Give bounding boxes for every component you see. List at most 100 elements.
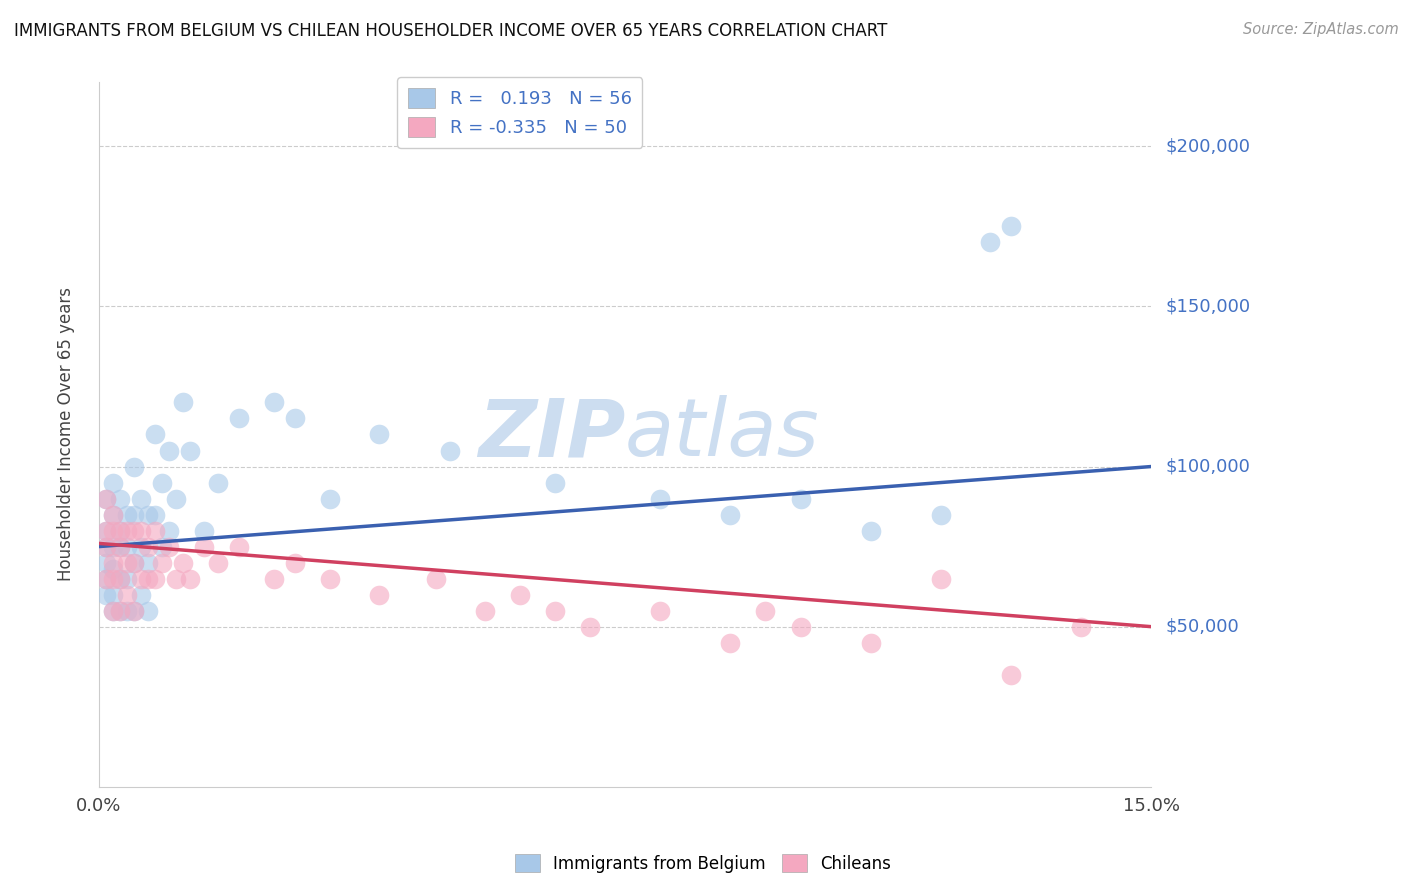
Point: [929, 508, 952, 522]
Point: [101, 604, 124, 618]
Point: [789, 491, 811, 506]
Text: atlas: atlas: [626, 395, 820, 474]
Point: [94, 540, 117, 554]
Legend: Immigrants from Belgium, Chileans: Immigrants from Belgium, Chileans: [508, 847, 898, 880]
Point: [108, 604, 131, 618]
Legend: R =   0.193   N = 56, R = -0.335   N = 50: R = 0.193 N = 56, R = -0.335 N = 50: [398, 77, 643, 147]
Point: [115, 572, 138, 586]
Point: [115, 604, 138, 618]
Point: [129, 572, 152, 586]
Point: [284, 411, 307, 425]
Point: [101, 508, 124, 522]
Point: [754, 604, 776, 618]
Point: [718, 636, 741, 650]
Point: [143, 572, 166, 586]
Point: [101, 604, 124, 618]
Point: [150, 540, 173, 554]
Point: [122, 556, 145, 570]
Point: [544, 604, 567, 618]
Point: [1000, 667, 1022, 681]
Point: [789, 620, 811, 634]
Point: [94, 491, 117, 506]
Point: [136, 508, 159, 522]
Text: $50,000: $50,000: [1166, 617, 1239, 636]
Point: [129, 588, 152, 602]
Point: [1000, 219, 1022, 234]
Point: [108, 572, 131, 586]
Point: [509, 588, 531, 602]
Point: [143, 427, 166, 442]
Point: [439, 443, 461, 458]
Point: [122, 556, 145, 570]
Y-axis label: Householder Income Over 65 years: Householder Income Over 65 years: [58, 287, 75, 582]
Point: [115, 588, 138, 602]
Point: [94, 491, 117, 506]
Point: [122, 524, 145, 538]
Point: [579, 620, 602, 634]
Point: [319, 491, 342, 506]
Point: [136, 556, 159, 570]
Point: [179, 443, 201, 458]
Point: [101, 572, 124, 586]
Point: [544, 475, 567, 490]
Point: [115, 508, 138, 522]
Point: [650, 491, 672, 506]
Point: [859, 524, 882, 538]
Point: [94, 556, 117, 570]
Point: [425, 572, 447, 586]
Point: [165, 491, 187, 506]
Point: [263, 395, 285, 409]
Point: [228, 411, 250, 425]
Text: $150,000: $150,000: [1166, 297, 1250, 316]
Point: [165, 572, 187, 586]
Point: [115, 540, 138, 554]
Point: [122, 459, 145, 474]
Point: [101, 540, 124, 554]
Point: [136, 604, 159, 618]
Point: [718, 508, 741, 522]
Point: [108, 604, 131, 618]
Point: [284, 556, 307, 570]
Point: [108, 540, 131, 554]
Text: ZIP: ZIP: [478, 395, 626, 474]
Point: [101, 588, 124, 602]
Point: [368, 588, 391, 602]
Text: $100,000: $100,000: [1166, 458, 1250, 475]
Point: [172, 556, 194, 570]
Point: [474, 604, 496, 618]
Point: [115, 556, 138, 570]
Point: [101, 475, 124, 490]
Point: [122, 604, 145, 618]
Point: [193, 540, 215, 554]
Point: [101, 562, 124, 576]
Point: [108, 524, 131, 538]
Point: [319, 572, 342, 586]
Point: [979, 235, 1001, 250]
Point: [122, 604, 145, 618]
Text: IMMIGRANTS FROM BELGIUM VS CHILEAN HOUSEHOLDER INCOME OVER 65 YEARS CORRELATION : IMMIGRANTS FROM BELGIUM VS CHILEAN HOUSE…: [14, 22, 887, 40]
Point: [179, 572, 201, 586]
Point: [207, 556, 229, 570]
Point: [157, 540, 180, 554]
Point: [157, 524, 180, 538]
Text: $200,000: $200,000: [1166, 137, 1250, 155]
Point: [929, 572, 952, 586]
Point: [157, 443, 180, 458]
Point: [94, 524, 117, 538]
Point: [150, 556, 173, 570]
Point: [94, 524, 117, 538]
Point: [108, 491, 131, 506]
Point: [101, 524, 124, 538]
Point: [228, 540, 250, 554]
Point: [193, 524, 215, 538]
Point: [207, 475, 229, 490]
Point: [129, 540, 152, 554]
Point: [859, 636, 882, 650]
Point: [368, 427, 391, 442]
Point: [136, 540, 159, 554]
Point: [129, 491, 152, 506]
Point: [108, 540, 131, 554]
Point: [129, 524, 152, 538]
Point: [143, 508, 166, 522]
Point: [101, 556, 124, 570]
